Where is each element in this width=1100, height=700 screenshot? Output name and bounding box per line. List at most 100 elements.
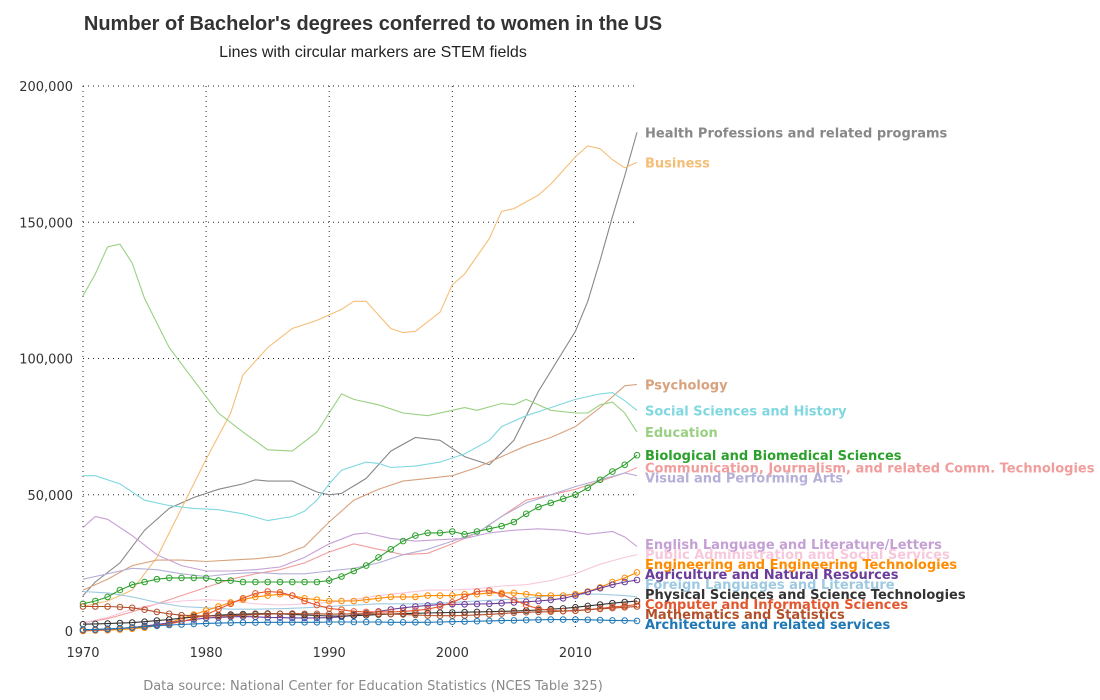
data-point	[252, 593, 259, 601]
data-point	[104, 593, 111, 601]
data-point	[510, 589, 518, 597]
data-point	[609, 468, 616, 475]
data-point	[165, 610, 173, 618]
data-point	[424, 619, 432, 626]
data-point	[596, 605, 604, 613]
data-point	[252, 590, 259, 597]
data-point	[547, 592, 555, 599]
data-point	[227, 619, 234, 627]
data-point	[128, 604, 136, 612]
series-label: English Language and Literature/Letters	[645, 538, 942, 553]
data-point	[609, 581, 616, 589]
data-point	[190, 574, 198, 582]
y-tick-label: 50,000	[28, 489, 74, 504]
data-point	[412, 619, 419, 626]
data-point	[633, 617, 641, 625]
series-line	[82, 515, 638, 572]
series-mathematics-and-statistics	[79, 603, 641, 620]
series-label: Engineering and Engineering Technologies	[645, 558, 957, 573]
data-point	[449, 618, 456, 626]
data-point	[165, 574, 173, 582]
data-point	[547, 616, 555, 623]
data-point	[350, 597, 358, 605]
series-architecture-and-related-services	[79, 616, 641, 633]
data-point	[252, 578, 259, 586]
data-point	[621, 574, 629, 582]
data-point	[264, 610, 272, 618]
data-point	[92, 626, 99, 633]
data-point	[473, 528, 481, 535]
data-point	[473, 588, 481, 595]
series-computer-and-information-sciences	[79, 587, 641, 634]
y-tick-label: 0	[65, 625, 73, 640]
data-point	[461, 531, 468, 538]
data-point	[473, 617, 481, 625]
data-point	[559, 607, 567, 615]
axis-ticks: 1970 1980 1990 2000 2010 0 50,000 100,000 150,00…	[19, 80, 592, 661]
data-point	[301, 619, 308, 626]
data-point	[424, 529, 432, 537]
data-point	[313, 578, 321, 586]
data-point	[313, 619, 321, 626]
data-point	[375, 618, 382, 626]
data-point	[547, 499, 555, 507]
data-point	[325, 597, 333, 605]
data-point	[338, 618, 345, 626]
data-point	[486, 587, 493, 595]
data-point	[276, 619, 284, 626]
data-point	[276, 614, 284, 621]
series-label: Education	[645, 426, 718, 441]
series-label: Public Administration and Social Service…	[645, 548, 950, 563]
series-label: Foreign Languages and Literature	[645, 578, 895, 593]
data-point	[510, 609, 518, 617]
data-point	[264, 588, 272, 595]
data-point	[424, 592, 432, 599]
data-point	[264, 578, 272, 586]
data-source: Data source: National Center for Educati…	[143, 679, 603, 694]
data-point	[141, 606, 148, 614]
series-line	[82, 571, 638, 632]
data-point	[239, 611, 247, 619]
data-point	[387, 619, 395, 626]
series-label: Health Professions and related programs	[645, 126, 948, 141]
data-point	[227, 612, 234, 620]
data-point	[510, 596, 518, 604]
data-point	[535, 503, 542, 511]
data-point	[621, 617, 629, 624]
data-point	[412, 611, 419, 619]
series-label: Social Sciences and History	[645, 404, 847, 419]
data-point	[313, 610, 321, 618]
data-point	[547, 608, 555, 616]
data-point	[338, 597, 345, 605]
data-point	[535, 597, 542, 605]
data-point	[325, 618, 333, 626]
data-point	[559, 595, 567, 602]
data-point	[276, 589, 284, 596]
data-point	[289, 578, 296, 586]
data-point	[522, 616, 530, 624]
data-point	[202, 620, 210, 627]
data-point	[412, 607, 419, 614]
data-point	[92, 603, 99, 610]
data-point	[424, 612, 432, 619]
data-point	[239, 619, 247, 626]
data-point	[202, 574, 210, 582]
data-point	[572, 616, 579, 623]
data-point	[252, 619, 259, 626]
data-point	[486, 525, 493, 533]
data-point	[362, 596, 370, 604]
data-point	[387, 593, 395, 601]
data-point	[436, 612, 444, 620]
data-point	[522, 601, 530, 609]
data-point	[165, 621, 173, 629]
data-point	[633, 601, 641, 608]
data-point	[276, 610, 284, 618]
data-point	[412, 532, 419, 539]
data-point	[338, 610, 345, 618]
data-point	[584, 602, 592, 610]
data-point	[116, 625, 124, 632]
data-point	[239, 595, 247, 602]
data-point	[301, 597, 308, 605]
data-point	[215, 577, 222, 584]
